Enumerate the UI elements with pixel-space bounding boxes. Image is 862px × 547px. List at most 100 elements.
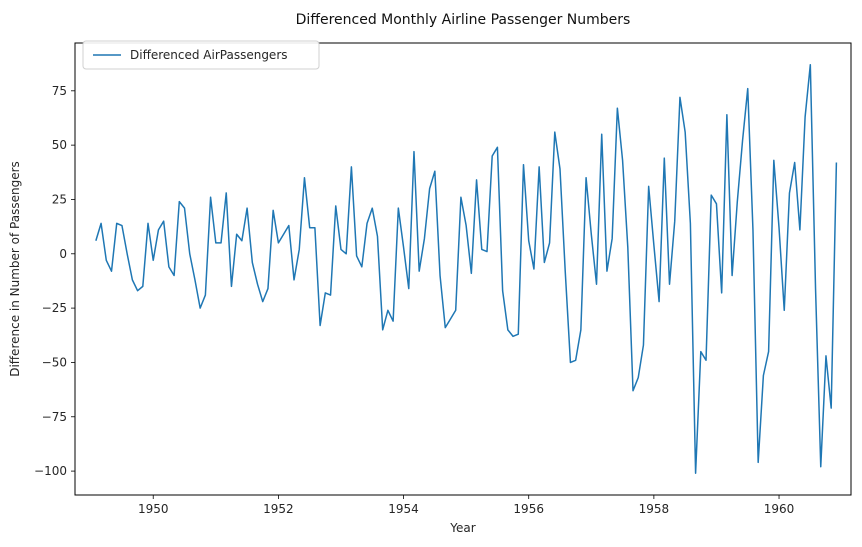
data-point bbox=[480, 248, 483, 251]
x-tick-label: 1952 bbox=[263, 502, 294, 516]
data-point bbox=[162, 220, 165, 223]
legend: Differenced AirPassengers bbox=[82, 40, 320, 70]
data-point bbox=[183, 207, 186, 210]
data-point bbox=[147, 222, 150, 225]
data-point bbox=[632, 389, 635, 392]
data-point bbox=[256, 283, 259, 286]
data-point bbox=[193, 278, 196, 281]
data-point bbox=[522, 163, 525, 166]
data-point bbox=[699, 350, 702, 353]
data-point bbox=[485, 250, 488, 253]
data-point bbox=[449, 317, 452, 320]
data-point bbox=[611, 237, 614, 240]
data-point bbox=[830, 407, 833, 410]
x-tick-label: 1960 bbox=[764, 502, 795, 516]
data-point bbox=[465, 224, 468, 227]
data-point bbox=[345, 252, 348, 255]
data-point bbox=[418, 270, 421, 273]
data-point bbox=[652, 244, 655, 247]
data-point bbox=[428, 187, 431, 190]
data-point bbox=[381, 328, 384, 331]
series-line-differenced-airpassengers bbox=[95, 63, 838, 475]
data-point bbox=[350, 165, 353, 168]
data-point bbox=[313, 226, 316, 229]
data-point bbox=[251, 261, 254, 264]
y-tick-label: 25 bbox=[52, 192, 67, 206]
data-point bbox=[402, 246, 405, 249]
data-point bbox=[141, 285, 144, 288]
data-point bbox=[720, 291, 723, 294]
data-point bbox=[798, 228, 801, 231]
data-point bbox=[439, 274, 442, 277]
data-point bbox=[496, 146, 499, 149]
data-point bbox=[303, 176, 306, 179]
data-point bbox=[710, 194, 713, 197]
data-point bbox=[220, 241, 223, 244]
data-point bbox=[626, 246, 629, 249]
data-point bbox=[553, 131, 556, 134]
data-point bbox=[392, 320, 395, 323]
data-point bbox=[173, 274, 176, 277]
data-point bbox=[647, 185, 650, 188]
data-point bbox=[329, 294, 332, 297]
x-tick-label: 1956 bbox=[513, 502, 544, 516]
data-point bbox=[230, 285, 233, 288]
x-tick-label: 1954 bbox=[388, 502, 419, 516]
y-tick-label: 0 bbox=[59, 247, 67, 261]
data-point bbox=[543, 261, 546, 264]
data-point bbox=[705, 359, 708, 362]
data-point bbox=[444, 326, 447, 329]
data-point bbox=[459, 196, 462, 199]
data-point bbox=[663, 157, 666, 160]
y-tick-label: −100 bbox=[34, 464, 67, 478]
x-axis: 1950 1952 1954 1956 1958 1960 bbox=[138, 495, 794, 516]
data-point bbox=[819, 465, 822, 468]
data-point bbox=[783, 309, 786, 312]
data-point bbox=[564, 270, 567, 273]
data-point bbox=[282, 233, 285, 236]
data-point bbox=[225, 191, 228, 194]
data-point bbox=[266, 287, 269, 290]
data-point bbox=[538, 165, 541, 168]
data-point bbox=[454, 309, 457, 312]
data-point bbox=[600, 133, 603, 136]
data-point bbox=[386, 309, 389, 312]
data-point bbox=[470, 272, 473, 275]
data-point bbox=[94, 239, 97, 242]
data-point bbox=[673, 220, 676, 223]
y-axis-label: Difference in Number of Passengers bbox=[8, 161, 22, 377]
data-point bbox=[376, 235, 379, 238]
data-point bbox=[235, 233, 238, 236]
data-point bbox=[616, 107, 619, 110]
data-point bbox=[277, 241, 280, 244]
data-point bbox=[512, 335, 515, 338]
data-point bbox=[736, 200, 739, 203]
data-point bbox=[746, 87, 749, 90]
data-point bbox=[214, 241, 217, 244]
data-point bbox=[199, 307, 202, 310]
data-point bbox=[152, 259, 155, 262]
data-point bbox=[371, 207, 374, 210]
y-tick-label: 75 bbox=[52, 84, 67, 98]
data-point bbox=[209, 196, 212, 199]
data-point bbox=[188, 252, 191, 255]
data-point bbox=[423, 237, 426, 240]
data-point bbox=[366, 222, 369, 225]
data-point bbox=[240, 239, 243, 242]
data-point bbox=[559, 168, 562, 171]
data-point bbox=[287, 224, 290, 227]
data-point bbox=[339, 248, 342, 251]
data-point bbox=[767, 350, 770, 353]
data-point bbox=[105, 259, 108, 262]
data-point bbox=[741, 139, 744, 142]
chart-title: Differenced Monthly Airline Passenger Nu… bbox=[296, 12, 631, 28]
data-point bbox=[637, 376, 640, 379]
y-tick-label: 50 bbox=[52, 138, 67, 152]
data-point bbox=[397, 207, 400, 210]
data-point bbox=[824, 354, 827, 357]
data-point bbox=[751, 228, 754, 231]
data-point bbox=[778, 226, 781, 229]
y-tick-label: −25 bbox=[42, 301, 67, 315]
x-tick-label: 1958 bbox=[639, 502, 670, 516]
